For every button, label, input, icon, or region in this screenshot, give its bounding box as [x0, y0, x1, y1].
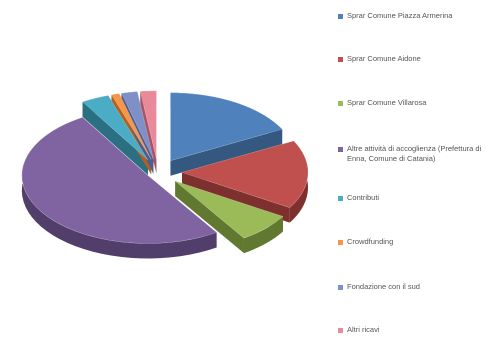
pie-slice-face-2-1: [175, 181, 244, 254]
pie-slice-face-0-1: [170, 129, 283, 176]
pie-slice-4: [82, 95, 149, 161]
pie-slice-3: [21, 117, 218, 244]
legend-label-1: Sprar Comune Aidone: [347, 54, 421, 63]
legend-swatch-5: [338, 240, 343, 245]
legend-label-0: Sprar Comune Piazza Armerina: [347, 11, 453, 20]
pie-slice-1: [181, 140, 309, 208]
pie-top-layer: [21, 90, 309, 244]
legend-item-5: Crowdfunding: [338, 237, 484, 247]
legend-item-1: Sprar Comune Aidone: [338, 54, 484, 64]
pie-slice-7: [140, 90, 157, 159]
legend-item-7: Altri ricavi: [338, 325, 484, 335]
pie-slice-2: [175, 180, 284, 239]
legend-label-3: Altre attività di accoglienza (Prefettur…: [347, 144, 482, 163]
legend-item-0: Sprar Comune Piazza Armerina: [338, 11, 484, 21]
legend-item-3: Altre attività di accoglienza (Prefettur…: [338, 144, 484, 164]
pie-chart: [21, 90, 309, 259]
legend-swatch-6: [338, 285, 343, 290]
pie-slice-5: [111, 93, 152, 160]
legend-item-6: Fondazione con il sud: [338, 282, 484, 292]
legend-swatch-0: [338, 14, 343, 19]
legend-label-6: Fondazione con il sud: [347, 282, 420, 291]
legend-swatch-4: [338, 196, 343, 201]
legend-item-2: Sprar Comune Villarosa: [338, 98, 484, 108]
legend-swatch-2: [338, 101, 343, 106]
pie-slice-face-7-0: [140, 91, 157, 174]
legend-label-4: Contributi: [347, 193, 380, 202]
legend-swatch-1: [338, 57, 343, 62]
legend-swatch-3: [338, 147, 343, 152]
pie-slice-0: [170, 92, 283, 162]
legend-label-7: Altri ricavi: [347, 325, 380, 334]
pie-slice-face-4-0: [82, 101, 148, 176]
legend-item-4: Contributi: [338, 193, 484, 203]
pie-slice-side-3: [21, 117, 217, 259]
pie-slice-6: [121, 91, 154, 160]
legend-label-5: Crowdfunding: [347, 237, 394, 246]
legend-swatch-7: [338, 328, 343, 333]
chart-legend: Sprar Comune Piazza Armerina Sprar Comun…: [338, 0, 484, 337]
legend-label-2: Sprar Comune Villarosa: [347, 98, 427, 107]
